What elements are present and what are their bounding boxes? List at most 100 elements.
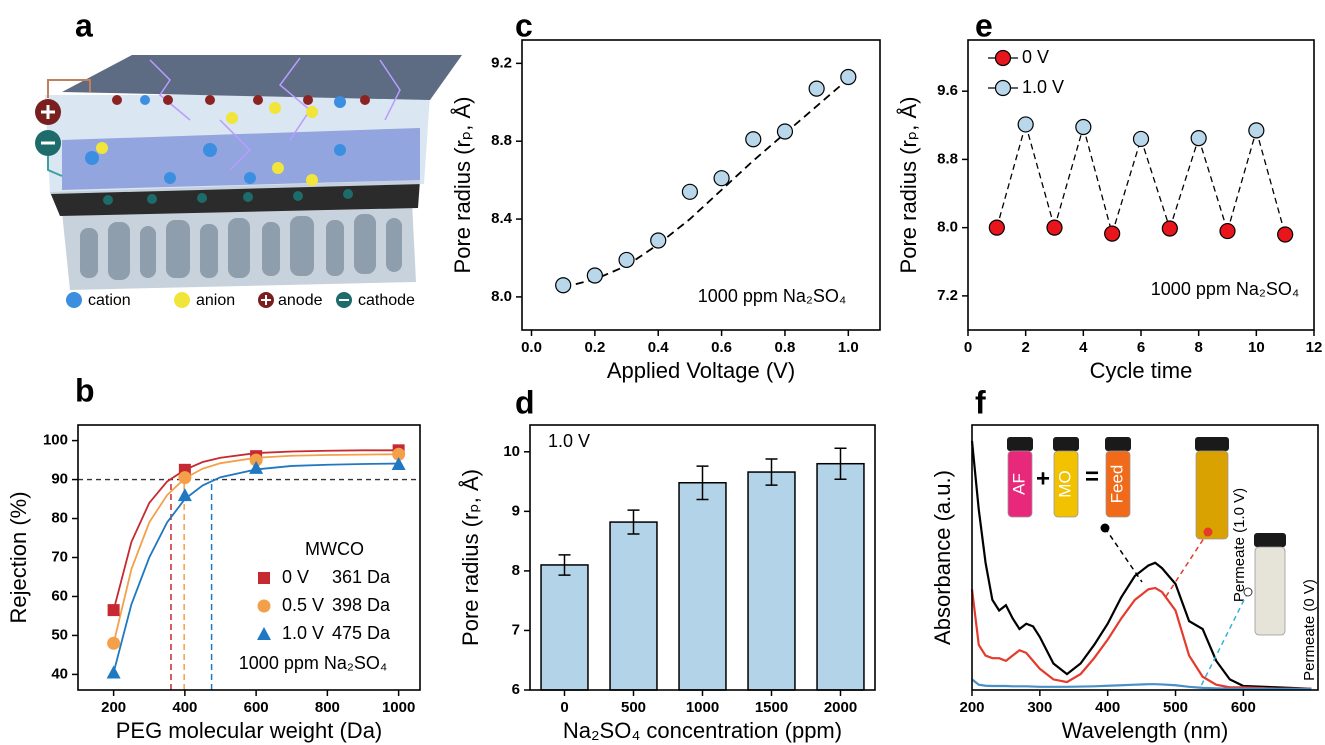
vial-cap — [1007, 437, 1033, 451]
legend-mwco: 361 Da — [332, 567, 391, 587]
cations — [85, 95, 346, 184]
x-tick-label: 8 — [1194, 339, 1202, 356]
x-tick-label: 0 — [560, 699, 568, 716]
y-tick-label: 9.2 — [491, 54, 512, 71]
x-axis-title: Applied Voltage (V) — [607, 358, 795, 383]
x-tick-label: 2000 — [824, 699, 857, 716]
spectrum — [970, 440, 1312, 690]
y-tick-label: 50 — [51, 626, 68, 643]
plot-frame — [529, 424, 876, 691]
marker — [745, 131, 762, 148]
fit-curve — [112, 453, 399, 644]
bar — [747, 471, 796, 691]
pointer-dot — [1203, 527, 1213, 537]
error-bar — [765, 458, 778, 486]
error-bar — [627, 509, 640, 535]
x-tick-label: 400 — [1095, 699, 1120, 716]
illustration-legend: cation anion anode cathode — [66, 292, 415, 309]
marker — [1248, 122, 1265, 139]
legend-label: 0 V — [282, 567, 309, 587]
panel-letter: a — [75, 7, 93, 43]
legend-mwco: 398 Da — [332, 595, 391, 615]
marker — [249, 460, 264, 474]
vial-cap — [1195, 437, 1229, 451]
panel-letter: d — [515, 384, 535, 420]
x-tick-label: 0.6 — [711, 339, 732, 356]
y-tick-label: 8.8 — [491, 132, 512, 149]
discharges — [149, 57, 401, 171]
plot-frame — [967, 39, 1315, 331]
annotation: 1000 ppm Na₂SO₄ — [698, 286, 846, 306]
membrane-illustration — [35, 55, 462, 290]
marker — [107, 636, 121, 650]
panel-letter: b — [75, 372, 95, 408]
x-tick-label: 800 — [315, 699, 340, 716]
marker — [994, 79, 1012, 97]
y-tick-label: 8.8 — [937, 150, 958, 167]
x-tick-label: 12 — [1306, 339, 1323, 356]
y-tick-label: 7.2 — [937, 287, 958, 304]
marker — [1132, 130, 1150, 148]
legend-mwco: 475 Da — [332, 623, 391, 643]
marker — [555, 277, 572, 294]
connector — [1140, 138, 1171, 229]
y-tick-label: 40 — [51, 665, 68, 682]
plus-sign — [261, 295, 271, 305]
connector — [1255, 130, 1286, 235]
x-axis-title: Wavelength (nm) — [1062, 718, 1229, 743]
fit-curve — [112, 449, 399, 611]
y-tick-label: 70 — [51, 548, 68, 565]
y-tick-label: 100 — [43, 432, 68, 449]
legend-marker — [66, 292, 82, 308]
spectrum — [971, 678, 1312, 691]
marker — [257, 627, 271, 640]
x-tick-label: 4 — [1079, 339, 1088, 356]
panel-letter: f — [975, 384, 986, 420]
connector — [1198, 137, 1229, 232]
bar — [678, 482, 727, 691]
y-tick-label: 10 — [503, 443, 520, 460]
marker — [1190, 129, 1207, 147]
marker — [258, 572, 270, 584]
marker — [713, 170, 730, 187]
y-tick-label: 7 — [512, 621, 520, 638]
annotation: 1.0 V — [548, 431, 590, 451]
annotation: 1000 ppm Na₂SO₄ — [239, 653, 387, 673]
marker — [1161, 220, 1178, 237]
y-axis-title: Pore radius (rₚ, Å) — [458, 469, 483, 646]
wire — [47, 79, 91, 98]
error-bar — [696, 465, 709, 501]
connector — [1025, 124, 1056, 228]
x-tick-label: 500 — [1163, 699, 1188, 716]
legend-label: anode — [278, 292, 323, 309]
legend-label: 1.0 V — [282, 623, 324, 643]
x-tick-label: 1000 — [382, 699, 415, 716]
legend-title: MWCO — [305, 539, 364, 559]
marker — [808, 80, 825, 97]
y-tick-label: 8.4 — [491, 210, 513, 227]
legend-label: cation — [88, 292, 131, 309]
panel-letter: e — [975, 7, 993, 43]
y-axis-title: Pore radius (rₚ, Å) — [896, 97, 921, 274]
marker — [618, 251, 635, 269]
x-tick-label: 1.0 — [838, 339, 859, 356]
x-tick-label: 0.2 — [584, 339, 605, 356]
x-tick-label: 2 — [1021, 339, 1029, 356]
legend-marker — [174, 292, 190, 308]
legend-label: 0.5 V — [282, 595, 324, 615]
marker — [1277, 226, 1294, 243]
pointer — [1164, 531, 1209, 599]
vial-label: Permeate (0 V) — [1301, 579, 1318, 681]
marker — [586, 267, 603, 284]
marker — [1046, 219, 1063, 236]
graphene-sheet — [62, 55, 462, 100]
spectrum — [970, 586, 1312, 690]
vial-label: AF — [1009, 473, 1028, 495]
cathode-sites — [103, 189, 353, 205]
pointer-dot — [1100, 523, 1110, 533]
marker — [177, 488, 192, 502]
x-tick-label: 300 — [1027, 699, 1052, 716]
y-tick-label: 8 — [512, 562, 520, 579]
x-tick-label: 10 — [1248, 339, 1265, 356]
x-axis-title: PEG molecular weight (Da) — [116, 718, 383, 743]
